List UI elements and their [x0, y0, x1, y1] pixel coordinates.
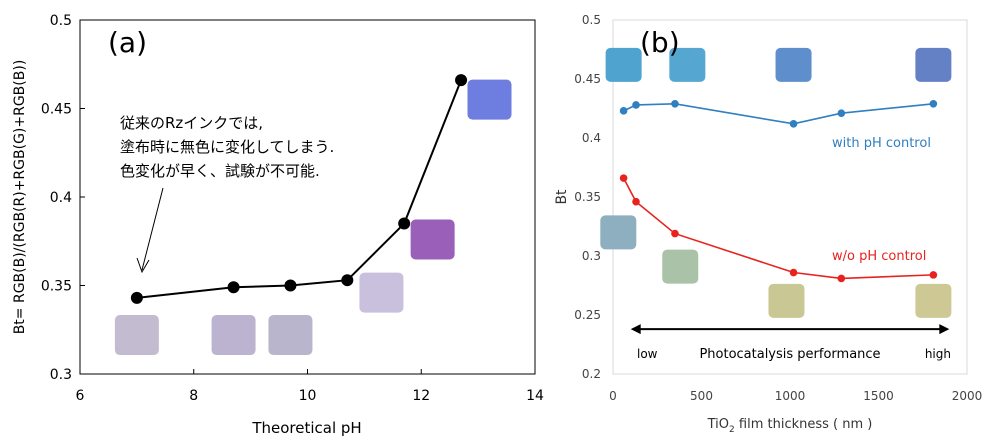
arrow-label-low: low [637, 347, 658, 361]
data-point-a [455, 74, 468, 87]
data-point-b [837, 274, 846, 283]
x-axis-label-a: Theoretical pH [251, 419, 361, 437]
arrow-head-right [939, 324, 950, 335]
series-label-with-ph: with pH control [832, 136, 931, 151]
data-point-b [789, 120, 798, 128]
series-group-a [130, 74, 468, 304]
annotation-arrow-a [136, 187, 164, 274]
data-point-b [619, 107, 628, 115]
color-swatch-b [768, 283, 805, 318]
tick-group-b: 0 500 1000 1500 2000 0.2 0.25 0.3 0.35 0.4 0.45 0.5 [574, 13, 982, 403]
y-axis-label-b: Bt [554, 189, 570, 205]
color-swatch-b [915, 283, 952, 318]
data-point-a [130, 291, 143, 304]
panel-label-a: (a) [108, 26, 147, 59]
y-tick-label-a: 0.5 [50, 13, 72, 29]
y-tick-label-a: 0.3 [50, 367, 72, 383]
y-tick-label-a: 0.4 [50, 190, 72, 206]
series-group-b [619, 99, 938, 283]
x-tick-label-a: 6 [76, 388, 85, 404]
data-point-b [671, 99, 679, 108]
data-point-a [227, 281, 240, 294]
arrow-head-left [630, 324, 641, 335]
color-swatch-b [605, 47, 642, 82]
series-label-without-ph: w/o pH control [832, 249, 926, 264]
y-tick-label-b: 0.2 [582, 367, 601, 381]
data-point-a [284, 279, 297, 292]
arrow-label-center: Photocatalysis performance [699, 347, 880, 362]
x-tick-label-a: 8 [189, 388, 198, 404]
performance-arrow [630, 324, 950, 335]
data-point-b [929, 271, 938, 279]
color-swatch-b [775, 47, 812, 82]
data-point-b [619, 174, 628, 182]
x-tick-label-a: 10 [299, 388, 317, 404]
y-tick-label-b: 0.4 [582, 131, 601, 145]
data-point-b [632, 101, 640, 109]
y-tick-label-a: 0.45 [41, 102, 72, 118]
y-tick-label-b: 0.3 [582, 249, 601, 263]
x-tick-label-b: 1500 [863, 389, 894, 403]
color-swatch-b [669, 47, 706, 82]
annotation-text-a: 従来のRzインクでは, 塗布時に無色に変化してしまう. 色変化が早く、試験が不可… [120, 114, 334, 180]
x-tick-label-b: 2000 [952, 389, 983, 403]
data-point-b [789, 268, 798, 277]
x-tick-label-b: 500 [690, 389, 713, 403]
color-swatch-a [467, 79, 512, 120]
color-swatch-a [114, 315, 159, 356]
data-point-a [398, 217, 411, 230]
color-swatch-b [600, 215, 637, 250]
x-tick-label-a: 12 [412, 388, 430, 404]
swatch-group-b [600, 47, 952, 318]
tick-group-a: 6 8 10 12 14 0.3 0.35 0.4 0.45 0.5 [41, 13, 544, 404]
swatch-group-a [114, 79, 512, 356]
data-point-b [671, 229, 679, 238]
annotation-line-2: 塗布時に無色に変化してしまう. [120, 138, 334, 156]
y-tick-label-b: 0.5 [582, 13, 601, 27]
x-tick-label-b: 0 [609, 389, 617, 403]
y-axis-label-a: Bt= RGB(B)/(RGB(R)+RGB(G)+RGB(B)) [12, 60, 28, 335]
data-point-a [341, 274, 354, 287]
color-swatch-a [410, 219, 455, 260]
color-swatch-b [915, 47, 952, 82]
y-tick-label-a: 0.35 [41, 279, 72, 295]
plot-frame-b [612, 19, 968, 375]
series-line-b [623, 102, 934, 125]
annotation-line-3: 色変化が早く、試験が不可能. [120, 162, 320, 180]
x-axis-label-b: TiO2 film thickness ( nm ) [707, 417, 873, 435]
series-line-b [622, 177, 934, 280]
y-tick-label-b: 0.35 [574, 190, 601, 204]
color-swatch-a [359, 272, 404, 313]
y-tick-label-b: 0.25 [574, 308, 601, 322]
color-swatch-a [268, 315, 313, 356]
series-line-a [136, 79, 462, 299]
arrow-label-high: high [925, 347, 951, 361]
x-tick-label-b: 1000 [775, 389, 806, 403]
annotation-line-1: 従来のRzインクでは, [120, 114, 263, 132]
data-point-b [837, 109, 846, 118]
panel-b: 0 500 1000 1500 2000 0.2 0.25 0.3 0.35 0.4 0.45 0.5… [554, 13, 982, 435]
y-tick-label-b: 0.45 [574, 72, 601, 86]
panel-label-b: (b) [640, 26, 680, 59]
data-point-b [632, 197, 640, 206]
color-swatch-a [211, 315, 256, 356]
color-swatch-b [662, 249, 699, 284]
panel-a: 6 8 10 12 14 0.3 0.35 0.4 0.45 0.5 (a) Theoretica… [12, 13, 544, 437]
x-tick-label-a: 14 [526, 388, 544, 404]
data-point-b [929, 99, 938, 108]
